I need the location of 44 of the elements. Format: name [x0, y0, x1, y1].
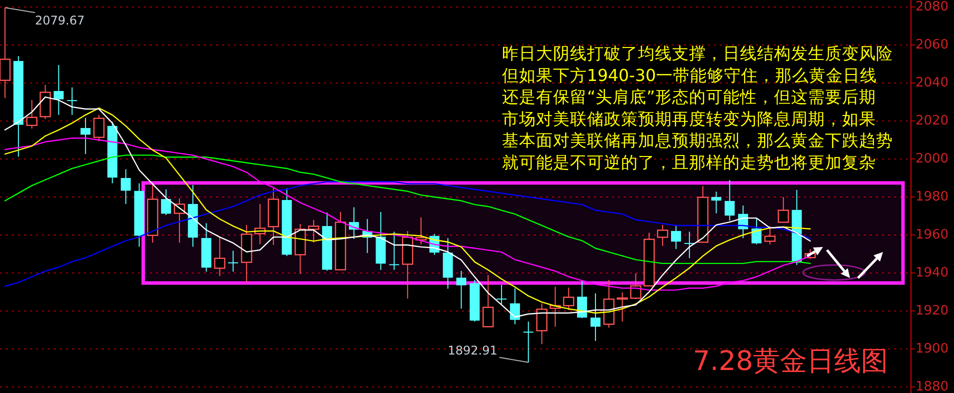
annotation: 市场对美联储政策预期再度转变为降息周期，如果: [502, 109, 876, 128]
candlestick: [67, 86, 78, 116]
candlestick: [54, 64, 64, 116]
annotation: 就可能是不可逆的了，且那样的走势也将更加复杂: [502, 153, 876, 172]
candlestick: [590, 292, 600, 342]
line-series: [4, 181, 811, 287]
candlestick: [456, 270, 466, 310]
y-tick-label: 2020: [915, 113, 949, 128]
annotation: 1892.91: [448, 343, 498, 358]
y-tick-label: 1980: [915, 189, 949, 204]
annotation: 基本面对美联储再加息预期强烈，那么黄金下跌趋势: [502, 131, 893, 150]
candlestick: [724, 180, 735, 222]
y-tick-label: 1920: [915, 303, 949, 318]
annotation: 但如果下方1940-30一带能够守住，那么黄金日线: [502, 66, 877, 85]
y-tick-label: 1960: [915, 227, 949, 242]
candlestick: [510, 288, 520, 325]
candlestick: [0, 7, 11, 99]
candlestick: [671, 224, 681, 250]
y-tick-label: 1880: [915, 379, 949, 393]
candlestick: [268, 188, 279, 246]
candlestick: [523, 321, 534, 363]
y-tick-label: 1900: [915, 341, 949, 356]
annotation: 还是有保留“头肩底”形态的可能性，但这需要后期: [502, 88, 876, 107]
candlestick: [752, 218, 762, 245]
y-tick-label: 2040: [915, 76, 949, 91]
candlestick: [684, 231, 694, 259]
candlestick: [214, 236, 226, 276]
annotation: 7.28黄金日线图: [692, 346, 888, 377]
candlestick: [240, 224, 252, 283]
candlestick: [496, 284, 507, 304]
candlestick: [161, 188, 172, 216]
annotation: 2079.67: [35, 14, 85, 28]
candlestick: [228, 250, 238, 272]
candlestick: [80, 117, 91, 155]
candlestick: [577, 279, 588, 319]
candlestick: [147, 184, 158, 244]
candlestick: [711, 191, 722, 214]
candlestick: [389, 231, 400, 270]
candlestick: [120, 168, 131, 205]
y-tick-label: 1940: [915, 265, 949, 280]
annotation: 昨日大阴线打破了均线支撑，日线结构发生质变风险: [502, 44, 893, 63]
y-tick-label: 2080: [915, 0, 949, 15]
y-tick-label: 2060: [915, 38, 949, 53]
y-tick-label: 2000: [915, 151, 949, 166]
